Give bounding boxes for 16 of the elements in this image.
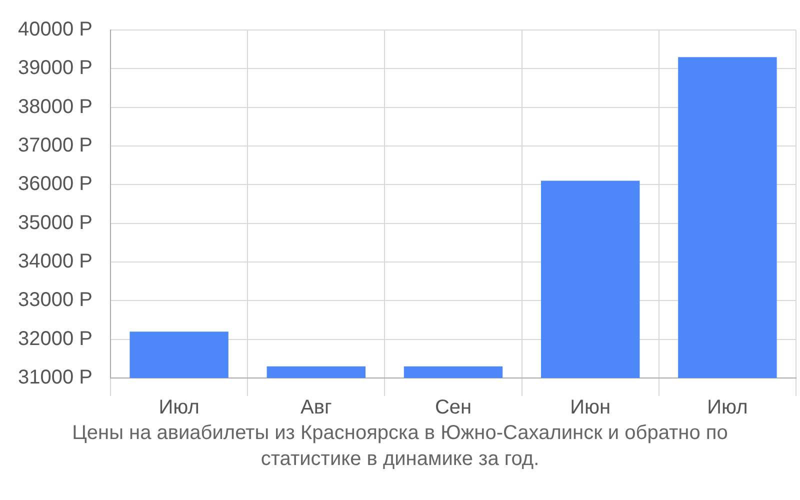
y-tick-label: 35000 Р [18,212,93,234]
y-tick-label: 32000 Р [18,328,93,350]
y-tick-label: 40000 Р [18,18,93,41]
text: Цены на авиабилеты из Красноярска в Южно-Сахалинск и обратно по статистике в динамике за год. [71,421,729,472]
y-tick-label: 37000 Р [18,134,93,157]
y-tick-label: 36000 Р [18,173,93,196]
y-tick-label: 31000 Р [18,366,93,389]
y-tick-label: 38000 Р [18,96,93,118]
x-tick-label: Июл [158,396,200,419]
x-tick-label: Сен [434,396,472,419]
x-tick-label: Авг [300,396,332,419]
y-tick-label: 33000 Р [18,289,93,312]
y-tick-label: 39000 Р [18,57,93,80]
y-tick-label: 34000 Р [18,250,93,273]
x-tick-label: Июл [707,396,748,419]
x-tick-label: Июн [570,396,611,419]
